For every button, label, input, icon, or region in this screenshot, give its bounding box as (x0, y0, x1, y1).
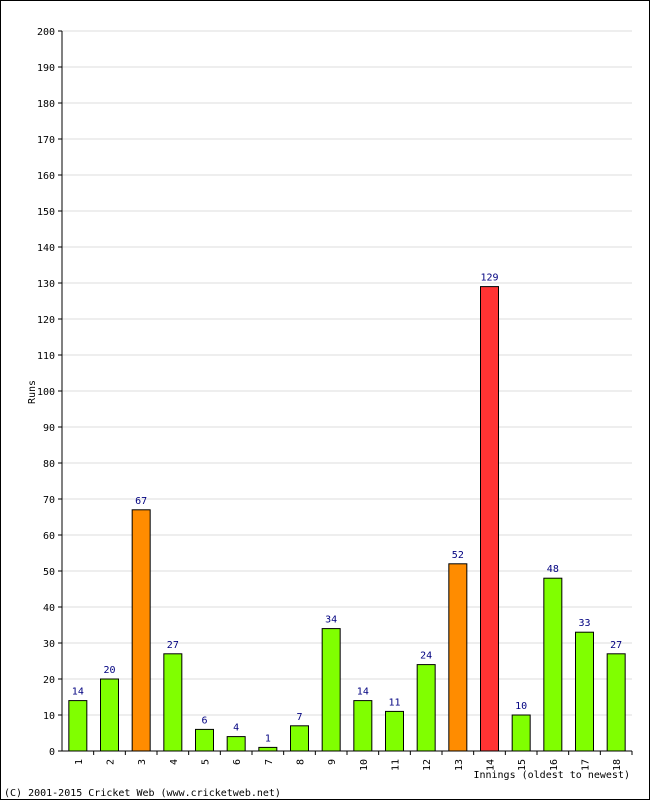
grid-lines (62, 30, 632, 716)
bar-innings-16 (543, 577, 563, 752)
data-label: 20 (103, 665, 115, 676)
bar-innings-8 (290, 725, 309, 752)
data-label: 27 (610, 640, 622, 651)
y-tick-label: 30 (43, 639, 55, 650)
data-label: 129 (480, 273, 498, 284)
data-label: 33 (578, 618, 590, 629)
x-tick-label: 8 (296, 759, 307, 765)
data-label: 48 (547, 564, 559, 575)
x-axis-label: Innings (oldest to newest) (473, 770, 630, 781)
x-tick-label: 12 (422, 759, 433, 771)
y-tick-label: 60 (43, 531, 55, 542)
data-label: 7 (296, 712, 302, 723)
x-tick-label: 6 (232, 759, 243, 765)
x-tick-label: 3 (137, 759, 148, 765)
data-label: 52 (452, 550, 464, 561)
y-tick-label: 130 (37, 279, 55, 290)
y-axis-ticks: 0 10 20 30 40 50 60 70 80 90 100 110 120 130 140 150 160… (37, 27, 62, 758)
data-label: 1 (265, 733, 271, 744)
data-label: 14 (72, 687, 84, 698)
bar-innings-14 (480, 286, 499, 752)
bar-innings-10 (353, 700, 373, 752)
x-tick-label: 11 (391, 759, 402, 771)
y-tick-label: 170 (37, 135, 55, 146)
y-tick-label: 0 (49, 747, 55, 758)
y-tick-label: 20 (43, 675, 55, 686)
data-label: 4 (233, 723, 239, 734)
x-tick-label: 4 (169, 759, 180, 765)
x-tick-label: 2 (106, 759, 117, 765)
bars (68, 286, 626, 752)
y-tick-label: 70 (43, 495, 55, 506)
y-tick-label: 190 (37, 63, 55, 74)
bar-innings-1 (68, 700, 88, 752)
bar-innings-6 (226, 736, 246, 752)
x-tick-label: 10 (359, 759, 370, 771)
bar-innings-3 (131, 509, 151, 752)
data-label: 67 (135, 496, 147, 507)
y-tick-label: 160 (37, 171, 55, 182)
bar-innings-5 (195, 728, 214, 752)
x-tick-label: 14 (486, 759, 497, 771)
y-tick-label: 40 (43, 603, 55, 614)
y-tick-label: 80 (43, 459, 55, 470)
data-label: 11 (388, 697, 400, 708)
data-label: 6 (201, 715, 207, 726)
data-label: 14 (357, 687, 369, 698)
y-tick-label: 10 (43, 711, 55, 722)
x-tick-label: 9 (327, 759, 338, 765)
data-label: 27 (167, 640, 179, 651)
y-tick-label: 200 (37, 27, 55, 38)
y-tick-label: 120 (37, 315, 55, 326)
y-axis-label: Runs (27, 380, 38, 404)
bar-innings-4 (163, 653, 183, 752)
x-tick-label: 5 (201, 759, 212, 765)
x-tick-label: 1 (74, 759, 85, 765)
data-label: 24 (420, 651, 432, 662)
data-labels: 14 20 67 27 6 4 1 7 34 14 11 24 52 129 10 48 33 27 (72, 273, 622, 745)
bar-innings-2 (100, 678, 119, 752)
bar-innings-7 (258, 746, 278, 752)
copyright-footer: (C) 2001-2015 Cricket Web (www.cricketwe… (4, 788, 281, 799)
x-tick-label: 13 (454, 759, 465, 771)
data-label: 10 (515, 701, 527, 712)
x-tick-label: 17 (581, 759, 592, 771)
y-tick-label: 100 (37, 387, 55, 398)
bar-innings-13 (448, 563, 468, 752)
x-axis-ticks: 1 2 3 4 5 6 7 8 9 10 11 12 13 14 15 16 17 18 (74, 751, 633, 771)
y-tick-label: 50 (43, 567, 55, 578)
y-tick-label: 110 (37, 351, 55, 362)
bar-innings-15 (511, 714, 531, 752)
data-label: 34 (325, 615, 337, 626)
y-tick-label: 90 (43, 423, 55, 434)
y-tick-label: 140 (37, 243, 55, 254)
bar-innings-12 (416, 664, 436, 752)
y-tick-label: 180 (37, 99, 55, 110)
bar-innings-17 (575, 631, 594, 752)
x-tick-label: 18 (612, 759, 623, 771)
y-tick-label: 150 (37, 207, 55, 218)
bar-innings-11 (385, 710, 404, 752)
x-tick-label: 15 (517, 759, 528, 771)
x-tick-label: 7 (264, 759, 275, 765)
x-tick-label: 16 (549, 759, 560, 771)
bar-innings-9 (321, 628, 341, 752)
bar-innings-18 (606, 653, 626, 752)
